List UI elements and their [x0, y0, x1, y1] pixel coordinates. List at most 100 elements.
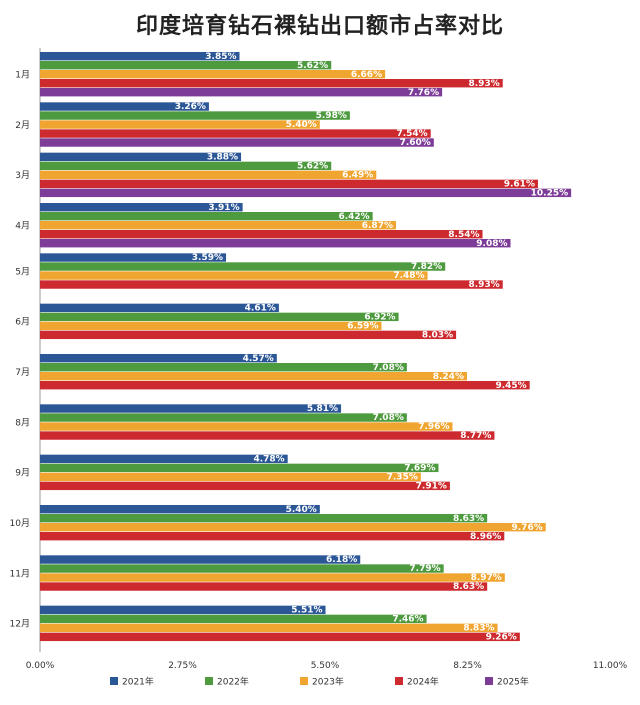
- bar: [40, 102, 209, 111]
- bar: [40, 253, 227, 262]
- x-tick-label: 8.25%: [453, 661, 482, 671]
- bar: [40, 381, 530, 390]
- legend-label: 2022年: [217, 676, 249, 688]
- bar: [40, 623, 498, 633]
- category-label: 11月: [10, 568, 30, 579]
- legend-swatch: [395, 677, 403, 685]
- bar: [40, 262, 446, 271]
- bar: [40, 120, 320, 129]
- bar: [40, 70, 386, 79]
- x-tick-label: 5.50%: [311, 661, 340, 671]
- data-label: 3.59%: [192, 253, 223, 263]
- bar: [40, 138, 434, 147]
- bar: [40, 573, 505, 582]
- bar: [40, 372, 467, 381]
- bar: [40, 472, 421, 482]
- data-label: 4.61%: [245, 304, 276, 314]
- bar: [40, 505, 320, 514]
- data-label: 5.81%: [307, 404, 338, 414]
- data-label: 6.87%: [362, 221, 393, 231]
- bar: [40, 179, 538, 189]
- legend-label: 2021年: [122, 676, 154, 688]
- data-label: 7.54%: [396, 129, 427, 139]
- bar: [40, 280, 503, 289]
- bar: [40, 129, 431, 138]
- category-label: 5月: [15, 266, 30, 277]
- bar: [40, 413, 407, 422]
- data-label: 5.51%: [291, 606, 322, 616]
- bar: [40, 321, 382, 331]
- bar: [40, 203, 243, 212]
- data-label: 9.08%: [476, 239, 507, 249]
- data-label: 5.40%: [286, 120, 317, 130]
- data-label: 8.97%: [471, 573, 502, 583]
- bar: [40, 212, 373, 221]
- bar: [40, 88, 443, 97]
- bar: [40, 79, 503, 88]
- data-label: 7.35%: [387, 473, 418, 483]
- data-label: 8.24%: [433, 372, 464, 382]
- data-label: 7.82%: [411, 262, 442, 272]
- category-label: 4月: [15, 221, 30, 232]
- bar: [40, 605, 326, 615]
- data-label: 6.59%: [347, 322, 378, 332]
- bar: [40, 152, 242, 162]
- bar: [40, 632, 520, 642]
- category-label: 2月: [15, 120, 30, 131]
- legend-label: 2024年: [407, 676, 439, 688]
- legend-swatch: [205, 677, 213, 685]
- legend-swatch: [485, 677, 493, 685]
- data-label: 9.76%: [512, 523, 543, 533]
- data-label: 4.78%: [253, 455, 284, 465]
- bar: [40, 312, 399, 322]
- data-label: 7.48%: [393, 271, 424, 281]
- bar: [40, 330, 457, 340]
- data-label: 7.96%: [418, 422, 449, 432]
- x-tick-label: 2.75%: [168, 661, 197, 671]
- chart-title: 印度培育钻石裸钻出口额市占率对比: [135, 14, 504, 39]
- data-label: 6.66%: [351, 70, 382, 80]
- category-label: 12月: [10, 619, 30, 630]
- bar: [40, 514, 488, 523]
- data-label: 5.62%: [297, 61, 328, 71]
- bar: [40, 170, 377, 180]
- bar: [40, 188, 572, 198]
- data-label: 8.77%: [460, 431, 491, 441]
- bar: [40, 271, 428, 280]
- legend-swatch: [110, 677, 118, 685]
- bar: [40, 239, 511, 248]
- data-label: 5.40%: [286, 505, 317, 515]
- bar: [40, 52, 240, 61]
- category-label: 7月: [15, 367, 30, 378]
- data-label: 6.42%: [338, 212, 369, 222]
- data-label: 3.88%: [207, 153, 238, 163]
- data-label: 3.85%: [205, 52, 236, 62]
- data-label: 8.83%: [463, 624, 494, 634]
- data-label: 4.57%: [243, 354, 274, 364]
- bar: [40, 454, 288, 464]
- category-label: 3月: [15, 170, 30, 181]
- legend-swatch: [300, 677, 308, 685]
- bar: [40, 422, 453, 431]
- bar: [40, 555, 361, 564]
- bar: [40, 523, 546, 532]
- category-label: 10月: [10, 518, 30, 529]
- data-label: 7.76%: [408, 88, 439, 98]
- data-label: 6.92%: [364, 313, 395, 323]
- data-label: 9.26%: [486, 633, 517, 643]
- data-label: 9.45%: [495, 381, 526, 391]
- data-label: 7.91%: [416, 482, 447, 492]
- bar: [40, 354, 277, 363]
- data-label: 5.98%: [316, 111, 347, 121]
- bar: [40, 431, 495, 440]
- data-label: 7.79%: [409, 564, 440, 574]
- data-label: 7.08%: [373, 363, 404, 373]
- data-label: 8.93%: [469, 280, 500, 290]
- bar: [40, 582, 488, 591]
- data-label: 9.61%: [504, 180, 535, 190]
- data-label: 5.62%: [297, 162, 328, 172]
- legend-label: 2023年: [312, 676, 344, 688]
- bar: [40, 61, 332, 70]
